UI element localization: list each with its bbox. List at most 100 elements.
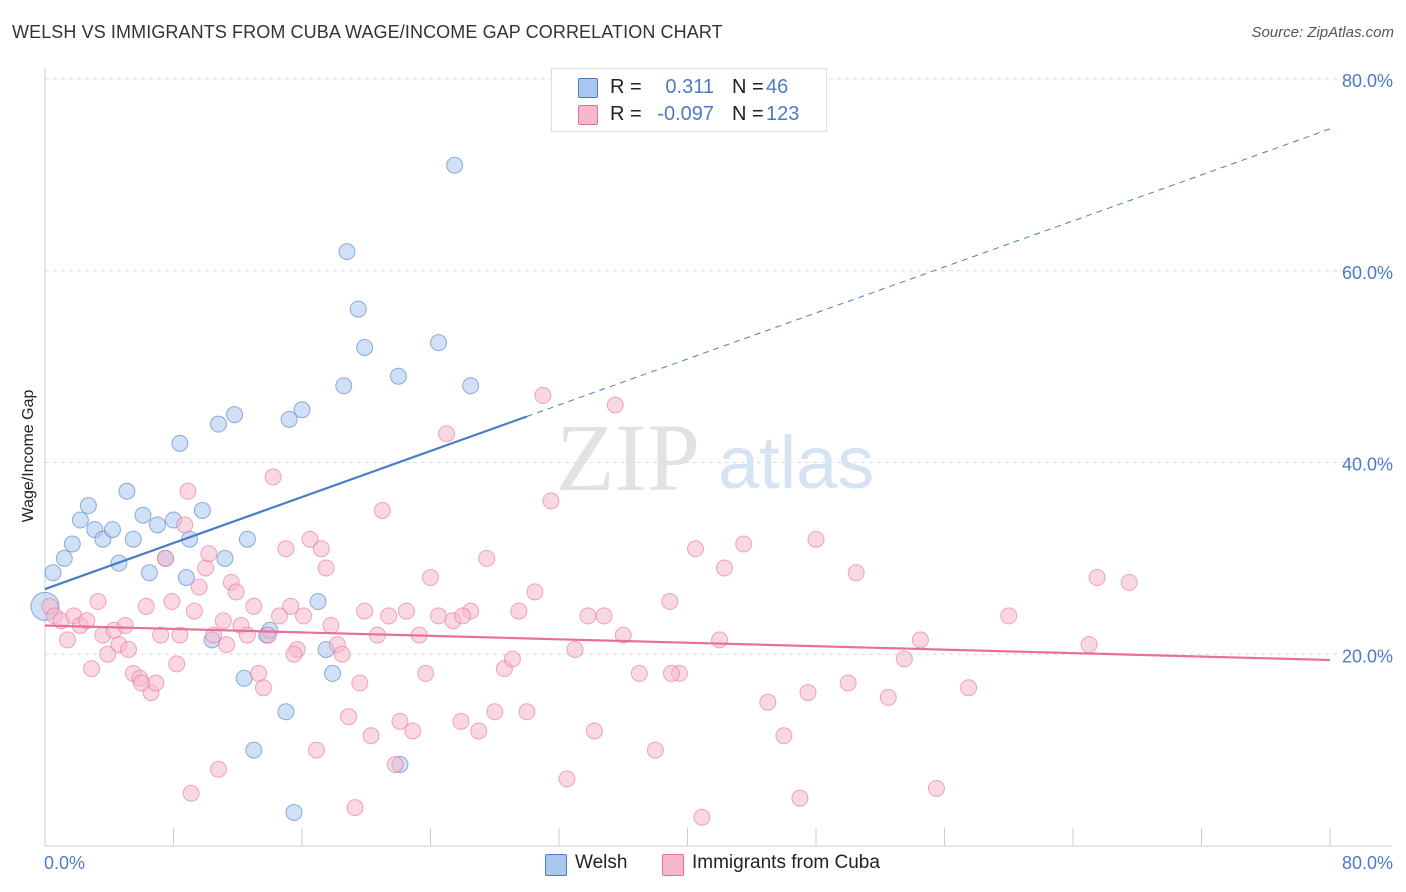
legend-row-cuba: R = -0.097 N = 123 [552,101,826,127]
cuba-point [137,597,155,615]
cuba-point [960,679,978,697]
welsh-point [177,569,195,587]
watermark: ZIP atlas [556,404,874,511]
cuba-point [340,708,358,726]
cuba-point [200,545,218,563]
welsh-point [389,367,407,385]
cuba-point [152,626,170,644]
welsh-points [30,156,480,821]
welsh-point [134,506,152,524]
welsh-point [63,535,81,553]
cuba-point [58,631,76,649]
cuba-point [486,703,504,721]
cuba-point [99,645,117,663]
welsh-point [293,401,311,419]
cuba-point [693,808,711,826]
r-label: R = [610,76,642,98]
cuba-point [1080,636,1098,654]
cuba-point [163,593,181,611]
cuba-point [735,535,753,553]
cuba-point [259,626,277,644]
cuba-point [282,597,300,615]
cuba-point [116,616,134,634]
cuba-point [132,674,150,692]
cuba-point [662,664,680,682]
cuba-point [646,741,664,759]
cuba-point [606,396,624,414]
welsh-point [430,334,448,352]
cuba-point [759,693,777,711]
welsh-point [309,593,327,611]
welsh-point [238,530,256,548]
legend-label-welsh: Welsh [575,852,628,873]
cuba-point [356,602,374,620]
cuba-point [1000,607,1018,625]
cuba-point [661,593,679,611]
n-value: 46 [766,76,789,98]
x-tick-label: 80.0% [1342,853,1393,873]
cuba-point [322,616,340,634]
cuba-point [333,645,351,663]
cuba-point [168,655,186,673]
n-value: 123 [766,103,800,125]
cuba-point [595,607,613,625]
welsh-point [71,511,89,529]
cuba-point [182,784,200,802]
cuba-point [190,578,208,596]
x-tick-label: 0.0% [44,853,85,873]
cuba-point [614,626,632,644]
cuba-point [218,636,236,654]
welsh-point [235,669,253,687]
cuba-point [1120,573,1138,591]
y-tick-label: 60.0% [1342,263,1393,283]
cuba-point [245,597,263,615]
trend-lines [44,128,1331,662]
y-tick-labels: 20.0% 40.0% 60.0% 80.0% [1342,71,1393,666]
r-value: -0.097 [657,103,714,125]
welsh-point [103,521,121,539]
welsh-point [44,564,62,582]
cuba-point [630,664,648,682]
cuba-point [791,789,809,807]
cuba-point [510,602,528,620]
cuba-point [391,712,409,730]
cuba-point [277,540,295,558]
cuba-point [1088,569,1106,587]
welsh-point [338,243,356,261]
cuba-point [185,602,203,620]
cuba-point [250,664,268,682]
welsh-point [216,549,234,567]
cuba-point [775,727,793,745]
cuba-point [847,564,865,582]
legend-label-cuba: Immigrants from Cuba [692,852,880,873]
cuba-point [397,602,415,620]
y-tick-label: 20.0% [1342,646,1393,666]
cuba-point [171,626,189,644]
welsh-point [462,377,480,395]
axes [44,68,1392,847]
cuba-point [301,530,319,548]
cuba-point [404,722,422,740]
cuba-point [176,516,194,534]
cuba-point [430,607,448,625]
welsh-point [285,803,303,821]
cuba-point [312,540,330,558]
welsh-point [124,530,142,548]
welsh-point [226,406,244,424]
cuba-point [911,631,929,649]
cuba-point [542,492,560,510]
welsh-point [118,482,136,500]
cuba-point [380,607,398,625]
cuba-point [799,684,817,702]
chart-title: WELSH VS IMMIGRANTS FROM CUBA WAGE/INCOM… [12,22,723,42]
cuba-point [715,559,733,577]
watermark-zip: ZIP [556,404,700,511]
cuba-point [807,530,825,548]
cuba-point [454,607,472,625]
cuba-point [417,664,435,682]
y-tick-label: 80.0% [1342,71,1393,91]
cuba-point [264,468,282,486]
cuba-trend-line [44,624,1331,662]
cuba-point [346,799,364,817]
cuba-point [295,607,313,625]
